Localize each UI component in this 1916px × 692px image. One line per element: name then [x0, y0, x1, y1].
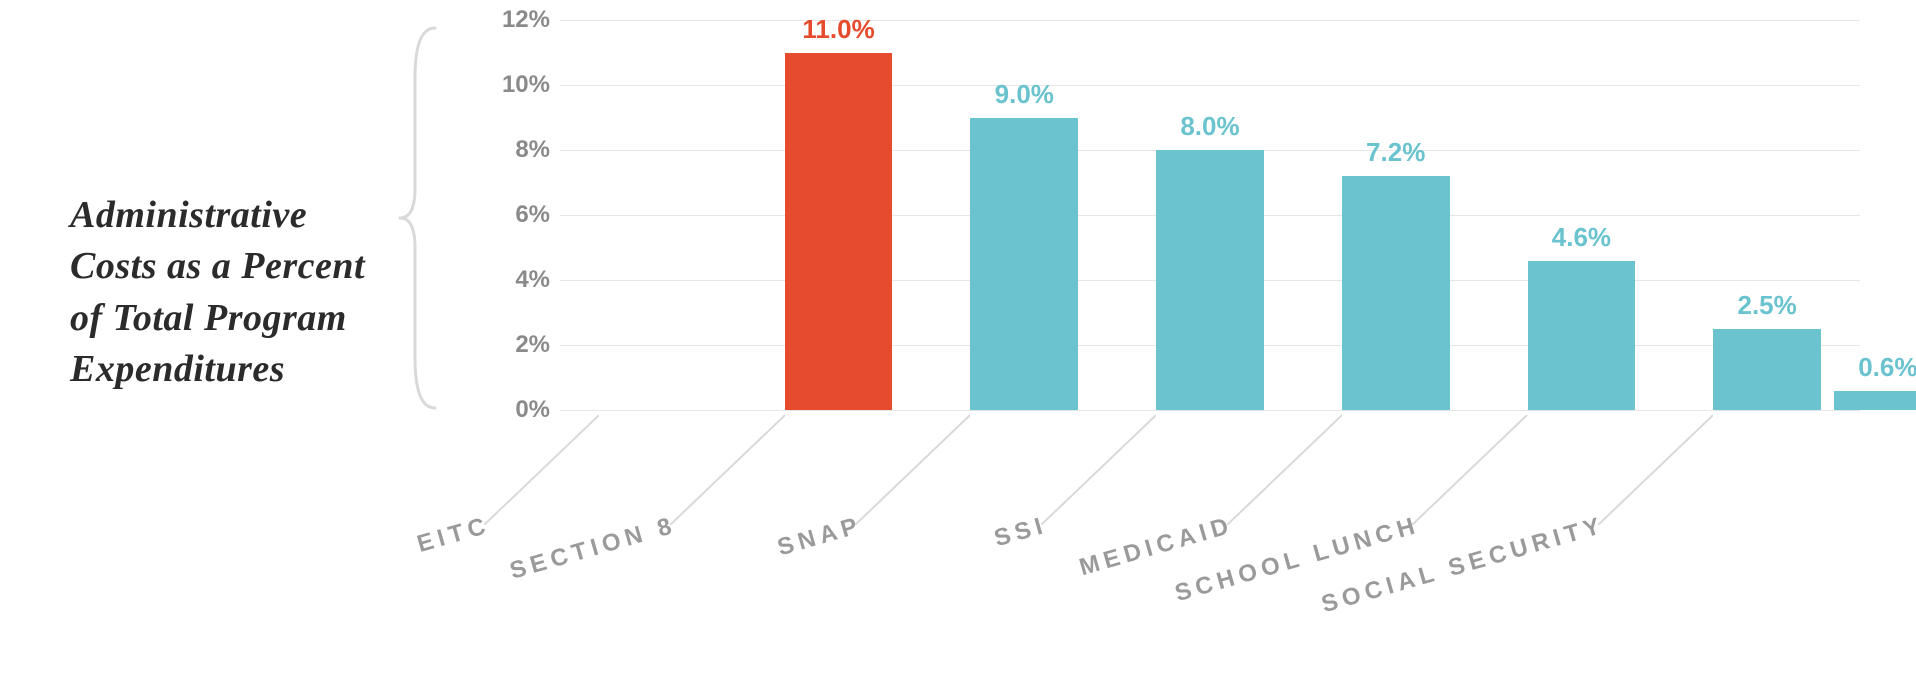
x-axis-labels: EITCSECTION 8SNAPSSIMEDICAIDSCHOOL LUNCH… — [560, 415, 1860, 675]
bar: 9.0% — [970, 118, 1078, 411]
chart-title: Administrative Costs as a Percent of Tot… — [70, 190, 390, 395]
bar-value-label: 2.5% — [1737, 290, 1796, 321]
gridline — [560, 85, 1860, 86]
curly-brace-icon — [395, 18, 445, 418]
y-tick-label: 8% — [470, 136, 550, 164]
x-category: SOCIAL SECURITY — [560, 415, 1860, 675]
y-tick-label: 2% — [470, 331, 550, 359]
plot-area: 0%2%4%6%8%10%12%11.0%9.0%8.0%7.2%4.6%2.5… — [560, 20, 1860, 410]
x-category-label: SOCIAL SECURITY — [1318, 512, 1608, 620]
bar-value-label: 9.0% — [995, 79, 1054, 110]
bar-value-label: 8.0% — [1180, 111, 1239, 142]
bar-value-label: 11.0% — [802, 14, 874, 45]
bar: 0.6% — [1834, 391, 1916, 411]
bar: 8.0% — [1156, 150, 1264, 410]
bar-value-label: 7.2% — [1366, 137, 1425, 168]
bar-value-label: 4.6% — [1552, 222, 1611, 253]
y-tick-label: 10% — [470, 71, 550, 99]
bar: 7.2% — [1342, 176, 1450, 410]
gridline — [560, 20, 1860, 21]
y-tick-label: 12% — [470, 6, 550, 34]
figure: Administrative Costs as a Percent of Tot… — [0, 0, 1916, 692]
bar: 4.6% — [1528, 261, 1636, 411]
bar: 11.0% — [785, 53, 893, 411]
x-category-label: EITC — [414, 512, 493, 559]
bar-chart: 0%2%4%6%8%10%12%11.0%9.0%8.0%7.2%4.6%2.5… — [460, 0, 1880, 692]
y-tick-label: 4% — [470, 266, 550, 294]
bar-value-label: 0.6% — [1858, 352, 1916, 383]
bar: 2.5% — [1713, 329, 1821, 410]
gridline — [560, 410, 1860, 411]
connector-line — [1598, 415, 1713, 525]
y-tick-label: 6% — [470, 201, 550, 229]
